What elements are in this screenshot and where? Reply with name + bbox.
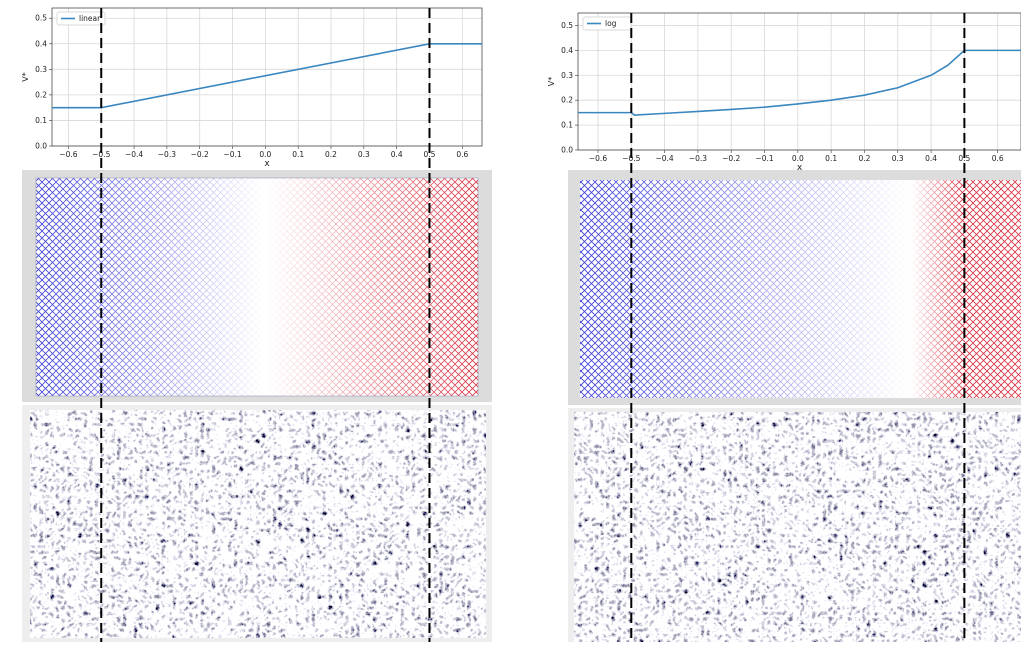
y-tick-label: 0.2 [35,90,47,99]
y-tick-label: 0.0 [561,146,573,155]
x-tick-label: −0.2 [722,154,740,163]
lattice-left [22,170,492,402]
x-tick-label: 0.2 [325,150,337,159]
y-tick-label: 0.4 [561,46,573,55]
x-tick-label: 0.1 [292,150,304,159]
x-tick-label: 0.3 [358,150,370,159]
y-tick-label: 0.1 [35,116,47,125]
legend-label: linear [79,14,101,23]
x-tick-label: 0.6 [992,154,1004,163]
x-tick-label: 0.2 [858,154,870,163]
lattice-right [568,170,1021,405]
photo-left [22,405,492,642]
y-tick-label: 0.2 [561,96,573,105]
x-tick-label: −0.3 [689,154,707,163]
x-tick-label: −0.6 [59,150,77,159]
x-tick-label: 0.0 [259,150,271,159]
plot-area [52,8,482,146]
x-tick-label: 0.0 [792,154,804,163]
x-tick-label: −0.6 [589,154,607,163]
plot-area [578,13,1021,150]
y-tick-label: 0.5 [561,21,573,30]
x-tick-label: 0.4 [925,154,937,163]
y-tick-label: 0.3 [561,71,573,80]
x-tick-label: −0.3 [158,150,176,159]
photo-right [568,408,1021,642]
y-tick-label: 0.1 [561,121,573,130]
y-axis-label: V* [21,72,30,81]
x-tick-label: 0.1 [825,154,837,163]
x-axis-label: x [797,163,803,173]
x-tick-label: −0.4 [125,150,143,159]
x-tick-label: 0.6 [456,150,468,159]
x-tick-label: 0.3 [892,154,904,163]
x-tick-label: 0.4 [391,150,403,159]
y-tick-label: 0.0 [35,142,47,151]
y-tick-label: 0.3 [35,65,47,74]
x-tick-label: −0.1 [223,150,241,159]
y-tick-label: 0.4 [35,39,47,48]
x-tick-label: −0.2 [191,150,209,159]
x-tick-label: −0.1 [755,154,773,163]
y-tick-label: 0.5 [35,14,47,23]
x-axis-label: x [264,159,270,169]
legend-label: log [605,19,617,28]
x-tick-label: −0.4 [655,154,673,163]
y-axis-label: V* [547,77,556,86]
figure: −0.6−0.5−0.4−0.3−0.2−0.10.00.10.20.30.40… [0,0,1021,642]
